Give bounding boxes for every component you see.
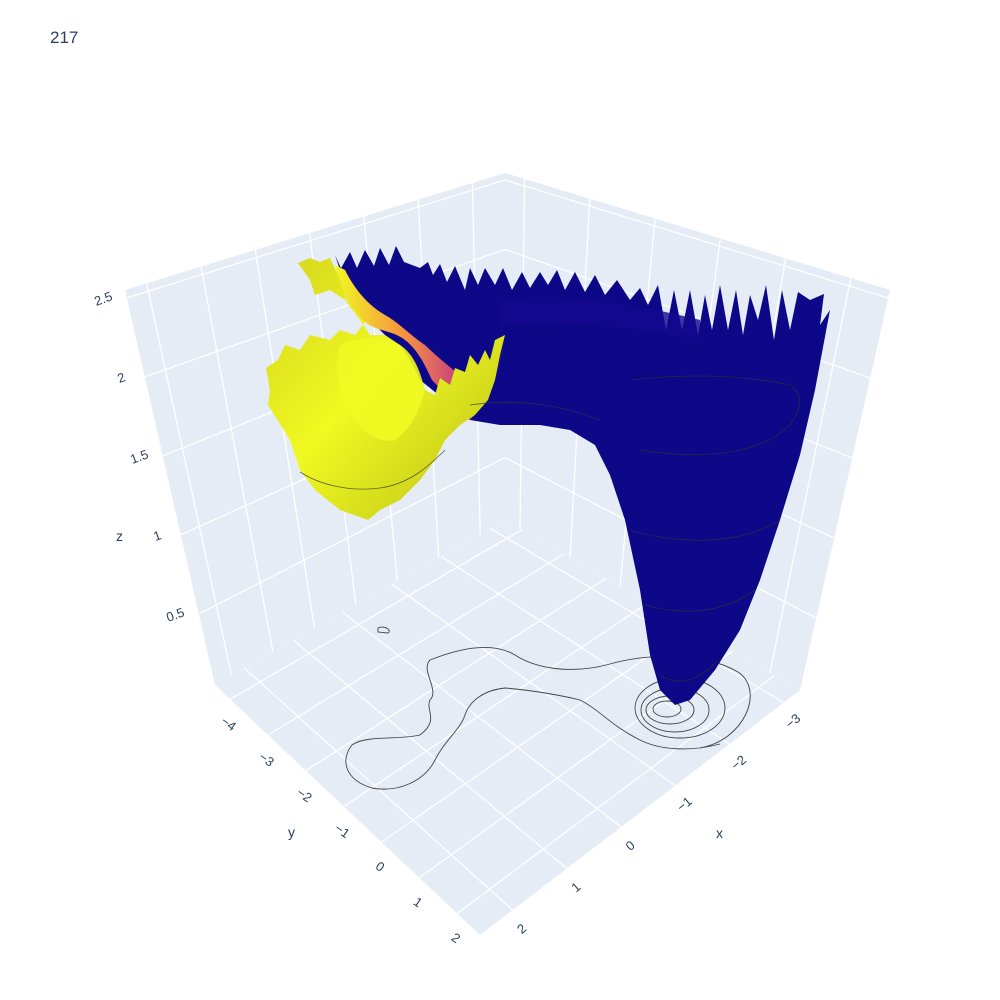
x-tick-label-5: 2 xyxy=(514,921,529,937)
gridline-y-wall-1 xyxy=(200,266,274,653)
z-axis-ticks: 0.5 1 1.5 2 2.5 xyxy=(92,289,186,625)
gridline-x-floor-2 xyxy=(391,583,676,787)
x-tick-label-2: −1 xyxy=(674,794,695,815)
surface-contour-2 xyxy=(469,401,601,421)
floor-contour-long xyxy=(345,646,751,790)
surface-high-highlight xyxy=(337,338,425,441)
surface-low-shading xyxy=(500,298,700,340)
gridline-y-floor-0 xyxy=(229,529,523,700)
x-axis-ticks: −3 −2 −1 0 1 2 xyxy=(514,710,803,936)
surface-contour-3 xyxy=(631,375,800,456)
surface-contour-4 xyxy=(629,519,781,541)
x-tick-label-4: 1 xyxy=(568,879,583,895)
surface-contour-5 xyxy=(644,589,756,612)
gridline-x-floor-0 xyxy=(489,527,785,704)
y-tick-label-2: −2 xyxy=(294,785,315,806)
z-tick-label-2: 1.5 xyxy=(128,447,150,467)
z-tick-label-1: 1 xyxy=(151,527,163,544)
y-tick-label-4: 0 xyxy=(373,858,388,874)
y-tick-label-0: −4 xyxy=(218,713,239,734)
z-tick-label-0: 0.5 xyxy=(164,605,186,625)
gridline-y-floor-1 xyxy=(267,553,565,736)
gridline-z-left-0 xyxy=(198,456,506,615)
x-tick-label-3: 0 xyxy=(623,838,638,854)
gridlines-floor xyxy=(229,527,785,915)
gridline-x-wall-5 xyxy=(769,277,852,673)
surface-low-region xyxy=(335,246,830,705)
x-tick-label-1: −2 xyxy=(728,752,749,773)
floor-contour-ring-4 xyxy=(652,700,682,718)
gridline-x-floor-1 xyxy=(440,555,730,745)
x-tick-label-0: −3 xyxy=(782,710,803,731)
y-tick-label-3: −1 xyxy=(332,820,353,841)
y-tick-label-6: 2 xyxy=(449,930,464,946)
y-tick-label-1: −3 xyxy=(256,749,277,770)
y-axis-title: y xyxy=(288,824,295,840)
z-axis-title: z xyxy=(116,528,123,544)
gridline-y-wall-2 xyxy=(254,249,316,629)
gridline-z-left-4 xyxy=(126,179,506,299)
gridline-y-wall-0 xyxy=(146,283,233,676)
gridline-x-floor-3 xyxy=(342,611,622,828)
y-tick-label-5: 1 xyxy=(411,894,426,910)
chart-title: 217 xyxy=(50,28,79,47)
surface-contours xyxy=(299,375,800,682)
gridline-y-floor-3 xyxy=(343,602,649,807)
floor-contour-outer xyxy=(377,626,390,634)
surface-contour-6 xyxy=(659,659,719,682)
z-tick-label-4: 2.5 xyxy=(92,289,114,309)
gridline-y-floor-2 xyxy=(305,577,607,772)
gridline-y-floor-4 xyxy=(381,626,691,843)
gridline-y-floor-6 xyxy=(456,674,776,915)
z-tick-label-3: 2 xyxy=(115,369,127,386)
x-axis-title: x xyxy=(716,825,723,841)
gridline-x-floor-4 xyxy=(293,639,568,870)
gridline-z-right-4 xyxy=(504,179,889,299)
gridline-z-left-3 xyxy=(144,248,506,378)
surface-contour-1 xyxy=(299,449,446,490)
